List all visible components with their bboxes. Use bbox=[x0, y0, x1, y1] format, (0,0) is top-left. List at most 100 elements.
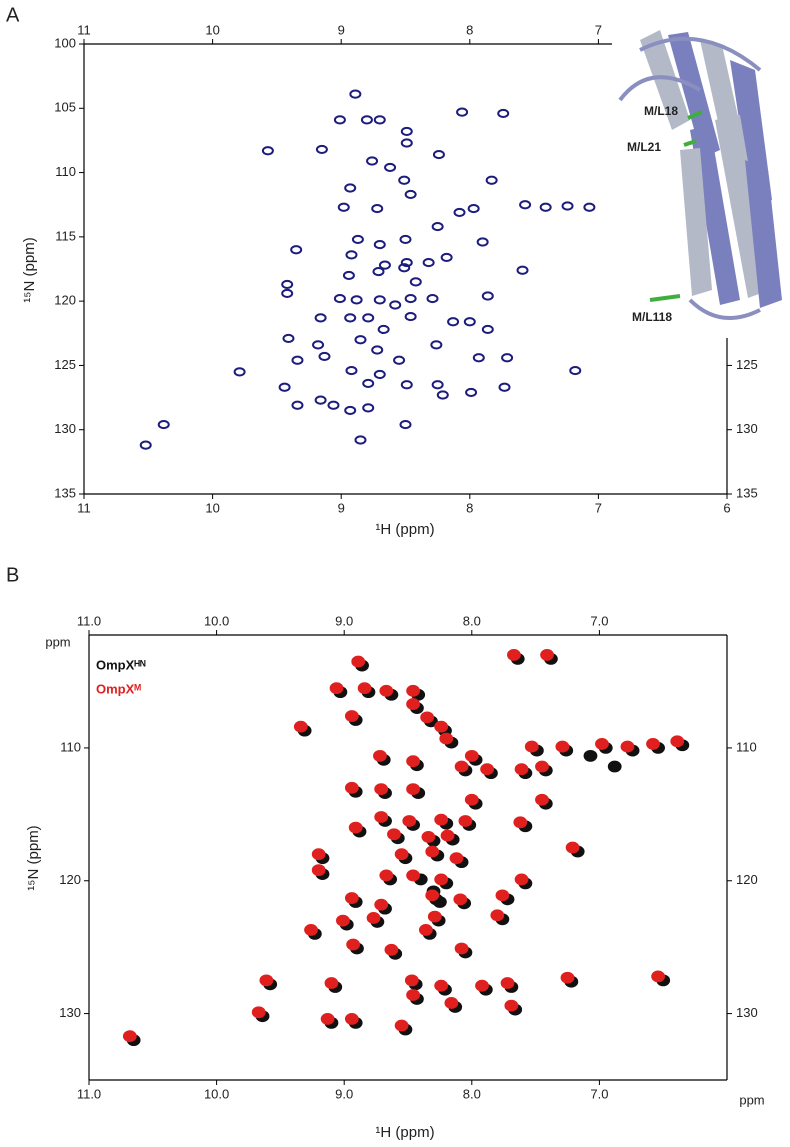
x-tick-label: 11 bbox=[77, 500, 91, 515]
peak bbox=[291, 400, 304, 410]
peak bbox=[400, 380, 413, 390]
peak bbox=[377, 324, 390, 335]
peak bbox=[261, 146, 274, 156]
peak bbox=[495, 889, 510, 902]
peak bbox=[293, 720, 308, 733]
top-x-tick-label: 7 bbox=[595, 22, 602, 37]
peak bbox=[595, 738, 609, 750]
y-tick-label: 110 bbox=[55, 164, 76, 179]
peak bbox=[480, 763, 495, 776]
peak bbox=[507, 649, 521, 661]
peak bbox=[366, 156, 379, 166]
panel-label: A bbox=[6, 4, 20, 26]
peak bbox=[400, 257, 413, 268]
y-tick-label: 115 bbox=[55, 228, 76, 243]
top-x-tick-label: 8.0 bbox=[463, 613, 481, 628]
peak bbox=[500, 977, 515, 989]
peak bbox=[539, 202, 552, 212]
peak bbox=[555, 740, 570, 753]
peak bbox=[560, 971, 575, 984]
peak bbox=[406, 698, 421, 710]
peak bbox=[394, 1019, 409, 1032]
axes: 11 10 9 8 7 6 11 10 9 8 7 100 105 110 115 120 125 130 135 1… bbox=[54, 22, 757, 1101]
peak bbox=[524, 740, 539, 753]
peak bbox=[404, 974, 419, 987]
peak bbox=[434, 720, 449, 733]
peak bbox=[372, 266, 385, 277]
peak bbox=[371, 345, 384, 355]
peak bbox=[281, 288, 294, 299]
top-x-tick-label: 8 bbox=[466, 22, 473, 37]
peak bbox=[583, 202, 596, 212]
peak bbox=[449, 852, 464, 865]
peak bbox=[139, 440, 152, 450]
peak bbox=[497, 108, 510, 119]
peak bbox=[393, 355, 406, 365]
top-x-tick-label: 11.0 bbox=[77, 613, 101, 628]
peak bbox=[378, 260, 391, 270]
y-tick-label: 105 bbox=[54, 100, 76, 115]
peak bbox=[453, 893, 468, 906]
peak bbox=[607, 760, 622, 773]
y-tick-label: 125 bbox=[54, 357, 76, 372]
peak bbox=[344, 781, 359, 794]
peak bbox=[333, 293, 346, 304]
peak bbox=[348, 821, 363, 834]
peak bbox=[351, 655, 366, 668]
peak bbox=[374, 783, 389, 795]
peak bbox=[311, 864, 326, 877]
peak bbox=[251, 1006, 266, 1019]
x-tick-label: 8 bbox=[466, 500, 473, 515]
peak bbox=[373, 115, 386, 125]
peak bbox=[398, 175, 411, 185]
peak bbox=[357, 682, 372, 695]
peak bbox=[373, 239, 386, 250]
peak bbox=[337, 202, 350, 212]
peak bbox=[583, 749, 598, 762]
peak bbox=[362, 378, 375, 389]
peak bbox=[431, 380, 444, 390]
peak bbox=[344, 892, 359, 904]
peak bbox=[620, 740, 635, 753]
peak bbox=[406, 783, 421, 795]
right-y-tick-label: 135 bbox=[736, 485, 758, 500]
loop bbox=[618, 36, 762, 320]
side-chain bbox=[649, 110, 703, 302]
top-x-tick-label: 9 bbox=[338, 22, 345, 37]
annotation: M/L21 bbox=[627, 140, 661, 154]
peak bbox=[400, 126, 413, 137]
y-tick-label: 130 bbox=[54, 421, 76, 436]
panel-label: B bbox=[6, 564, 19, 586]
peak bbox=[346, 938, 361, 951]
peak bbox=[481, 324, 494, 335]
peak bbox=[444, 997, 459, 1009]
x-tick-label: 10 bbox=[205, 500, 219, 515]
peak bbox=[344, 183, 357, 193]
peak bbox=[362, 403, 375, 413]
peak bbox=[399, 419, 412, 430]
peak bbox=[514, 873, 529, 886]
y-tick-label: 110 bbox=[60, 739, 81, 754]
peak bbox=[157, 419, 170, 430]
peak bbox=[349, 89, 362, 99]
x-tick-label: 9.0 bbox=[335, 1086, 353, 1101]
peak bbox=[472, 353, 485, 363]
peak bbox=[465, 387, 478, 398]
peak bbox=[540, 649, 554, 661]
right-y-tick-label: 120 bbox=[736, 872, 758, 887]
peak bbox=[504, 999, 519, 1012]
right-y-tick-label: 125 bbox=[736, 357, 758, 372]
peak bbox=[344, 1012, 359, 1025]
peak bbox=[344, 405, 357, 416]
peak bbox=[425, 845, 440, 858]
peak bbox=[467, 203, 480, 214]
y-tick-label: 135 bbox=[54, 485, 76, 500]
peak bbox=[333, 115, 346, 125]
peak bbox=[290, 245, 303, 255]
legend-entry: OmpXᴹ bbox=[96, 681, 141, 696]
peak bbox=[565, 841, 580, 854]
peak bbox=[454, 942, 469, 955]
peak bbox=[475, 979, 489, 992]
peak bbox=[434, 979, 449, 992]
peak bbox=[651, 970, 665, 983]
